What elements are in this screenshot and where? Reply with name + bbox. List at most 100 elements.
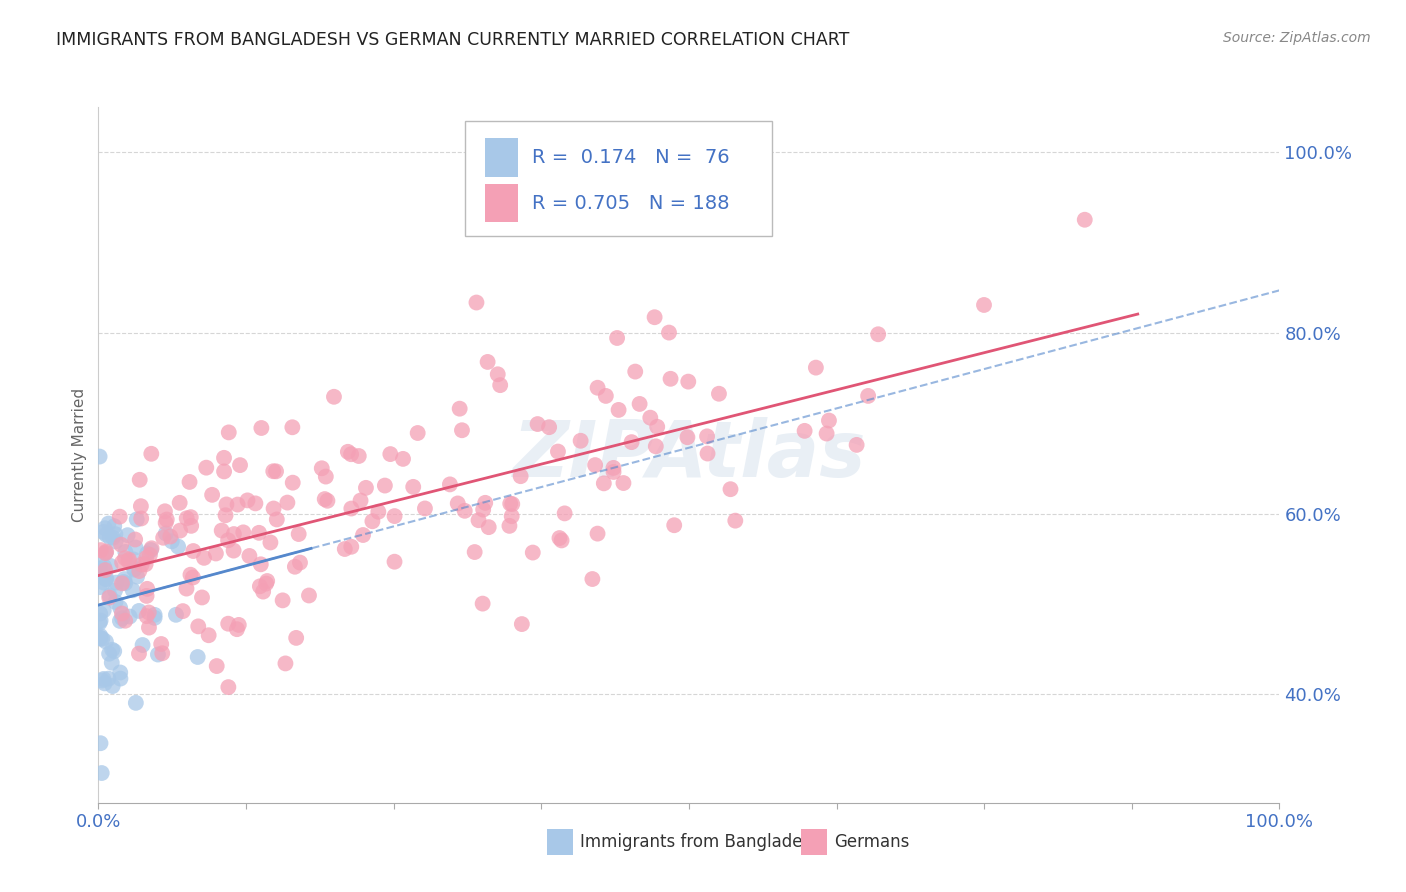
Point <box>104 583 127 598</box>
Point <box>510 617 533 632</box>
Point <box>804 360 827 375</box>
Point <box>478 520 501 534</box>
Point <box>274 657 297 671</box>
Point <box>135 550 157 565</box>
Point <box>90 766 112 780</box>
Point <box>222 527 245 541</box>
Point <box>129 499 152 513</box>
Point <box>215 498 238 512</box>
Point <box>89 629 111 643</box>
Y-axis label: Currently Married: Currently Married <box>72 388 87 522</box>
Point <box>176 511 198 525</box>
Point <box>271 593 294 607</box>
Point <box>644 310 666 325</box>
Point <box>354 481 377 495</box>
Point <box>281 475 304 490</box>
Point <box>93 603 115 617</box>
Point <box>111 611 134 625</box>
Point <box>94 521 117 535</box>
Point <box>146 648 169 662</box>
Point <box>474 496 496 510</box>
Point <box>101 642 124 657</box>
Point <box>91 524 114 539</box>
Point <box>89 450 111 464</box>
Point <box>131 638 153 652</box>
Point <box>624 365 647 379</box>
Point <box>89 607 111 621</box>
Point <box>89 562 111 576</box>
Point <box>501 497 523 511</box>
Point <box>367 505 389 519</box>
Point <box>124 561 146 575</box>
Point <box>169 524 191 538</box>
Point <box>110 665 132 680</box>
Point <box>447 496 470 510</box>
Point <box>181 570 204 584</box>
Text: R =  0.174   N =  76: R = 0.174 N = 76 <box>531 148 730 168</box>
Point <box>112 574 135 589</box>
Point <box>550 533 572 548</box>
Point <box>104 595 127 609</box>
Point <box>108 600 131 615</box>
Point <box>118 552 141 566</box>
Point <box>471 597 494 611</box>
Point <box>90 632 112 646</box>
Point <box>110 672 132 686</box>
Point <box>94 572 117 586</box>
Point <box>287 527 309 541</box>
Point <box>114 551 136 566</box>
Point <box>90 543 112 558</box>
Point <box>262 464 284 478</box>
Point <box>586 381 609 395</box>
Point <box>1074 212 1097 227</box>
Point <box>311 461 333 475</box>
Point <box>176 582 198 596</box>
Point <box>150 637 173 651</box>
Point <box>138 606 160 620</box>
Point <box>101 531 124 545</box>
Point <box>187 650 209 665</box>
Point <box>141 541 163 556</box>
Point <box>361 514 384 528</box>
Point <box>285 631 308 645</box>
Point <box>489 378 512 392</box>
Point <box>179 475 201 489</box>
Point <box>139 548 162 562</box>
Point <box>263 501 285 516</box>
Point <box>89 580 111 594</box>
Point <box>548 531 571 545</box>
Point <box>128 473 150 487</box>
Point <box>973 298 995 312</box>
Point <box>159 529 181 543</box>
Point <box>724 514 747 528</box>
Point <box>645 419 668 434</box>
Point <box>284 559 307 574</box>
Point <box>179 567 201 582</box>
Point <box>288 556 311 570</box>
Point <box>187 619 209 633</box>
Point <box>181 544 204 558</box>
Point <box>340 501 363 516</box>
Point <box>238 549 260 563</box>
Point <box>118 609 141 624</box>
Point <box>104 534 127 549</box>
Point <box>676 430 699 444</box>
Point <box>214 508 236 523</box>
Point <box>439 477 461 491</box>
Point <box>228 618 250 632</box>
Point <box>153 504 176 518</box>
Point <box>129 511 152 525</box>
Point <box>98 589 121 603</box>
Point <box>217 680 239 694</box>
Point <box>143 607 166 622</box>
Point <box>141 447 163 461</box>
Point <box>815 426 838 441</box>
Point <box>139 543 162 558</box>
Point <box>93 676 115 690</box>
Point <box>586 526 609 541</box>
Point <box>498 519 520 533</box>
Point <box>449 401 471 416</box>
Point <box>98 647 121 661</box>
Point <box>97 516 120 531</box>
Point <box>201 488 224 502</box>
